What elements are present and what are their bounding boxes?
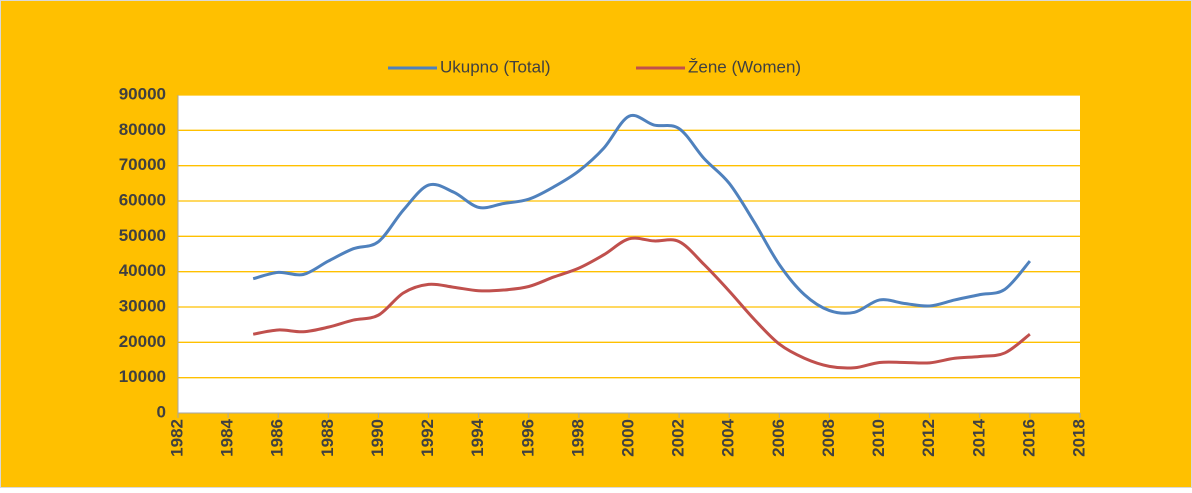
y-tick-label: 80000 (119, 120, 166, 139)
y-tick-label: 40000 (119, 261, 166, 280)
series-line (252, 113, 1032, 315)
y-tick-label: 0 (157, 402, 166, 421)
x-tick-label: 1982 (167, 419, 186, 457)
x-tick-label: 2012 (919, 419, 938, 457)
x-tick-label: 2018 (1069, 419, 1088, 457)
x-tick-label: 1992 (418, 419, 437, 457)
x-tick-label: 1990 (368, 419, 387, 457)
plot-area (178, 95, 1080, 413)
legend-label: Ukupno (Total) (440, 57, 551, 76)
x-tick-label: 2004 (719, 418, 738, 456)
x-tick-label: 1988 (318, 419, 337, 457)
x-tick-label: 2000 (618, 419, 637, 457)
series-line (252, 236, 1031, 370)
y-tick-label: 90000 (119, 84, 166, 103)
y-tick-label: 50000 (119, 226, 166, 245)
x-tick-label: 2008 (819, 419, 838, 457)
y-tick-label: 30000 (119, 296, 166, 315)
legend-label: Žene (Women) (688, 57, 801, 76)
x-tick-label: 2014 (969, 418, 988, 456)
x-tick-label: 2006 (769, 419, 788, 457)
x-tick-label: 1984 (218, 418, 237, 456)
x-tick-label: 2016 (1019, 419, 1038, 457)
y-tick-label: 60000 (119, 190, 166, 209)
y-tick-label: 10000 (119, 367, 166, 386)
x-tick-label: 1996 (518, 419, 537, 457)
x-tick-label: 1986 (268, 419, 287, 457)
x-tick-label: 1998 (568, 419, 587, 457)
x-tick-label: 1994 (468, 418, 487, 456)
x-tick-label: 2010 (869, 419, 888, 457)
y-tick-label: 20000 (119, 332, 166, 351)
x-tick-label: 2002 (669, 419, 688, 457)
y-tick-label: 70000 (119, 155, 166, 174)
